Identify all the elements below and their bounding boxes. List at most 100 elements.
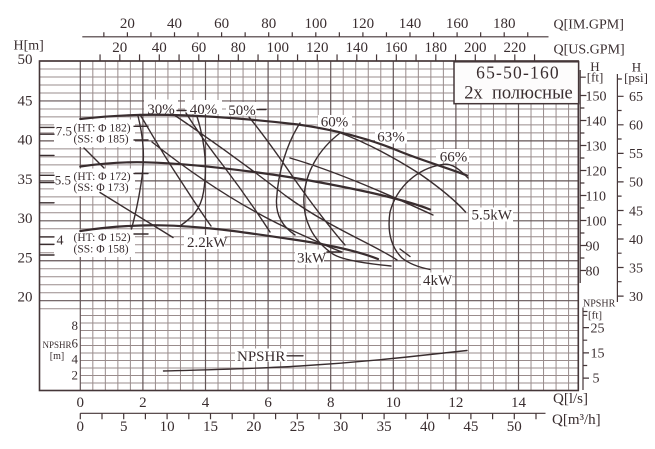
svg-text:80: 80: [586, 264, 600, 279]
svg-text:80: 80: [231, 40, 246, 56]
svg-text:60: 60: [191, 40, 206, 56]
svg-text:65: 65: [629, 90, 643, 105]
svg-text:2.2kW: 2.2kW: [187, 235, 228, 251]
svg-text:6: 6: [72, 336, 79, 351]
svg-text:180: 180: [493, 16, 516, 32]
svg-text:8: 8: [327, 395, 335, 411]
svg-text:4kW: 4kW: [423, 273, 453, 289]
svg-text:Q[l/s]: Q[l/s]: [553, 391, 588, 407]
svg-text:140: 140: [346, 40, 369, 56]
svg-text:2: 2: [139, 395, 147, 411]
svg-text:100: 100: [267, 40, 290, 56]
svg-text:160: 160: [446, 16, 469, 32]
svg-text:2х полюсные: 2х полюсные: [464, 84, 572, 104]
svg-text:140: 140: [586, 114, 607, 129]
svg-text:6: 6: [264, 395, 272, 411]
svg-text:30: 30: [629, 290, 643, 305]
svg-text:50: 50: [18, 52, 33, 68]
svg-text:63%: 63%: [377, 130, 405, 146]
svg-text:3kW: 3kW: [297, 251, 327, 267]
svg-text:60: 60: [214, 16, 229, 32]
svg-text:[m]: [m]: [50, 351, 64, 362]
svg-text:180: 180: [425, 40, 448, 56]
svg-text:120: 120: [306, 40, 329, 56]
svg-text:45: 45: [629, 204, 643, 219]
svg-text:[ft]: [ft]: [588, 309, 602, 321]
svg-text:40: 40: [18, 133, 33, 149]
svg-text:(SS: Φ 185): (SS: Φ 185): [74, 134, 129, 146]
svg-text:20: 20: [18, 290, 33, 306]
svg-text:25: 25: [290, 419, 305, 435]
svg-text:30: 30: [333, 419, 348, 435]
svg-text:40: 40: [629, 233, 643, 248]
svg-text:80: 80: [261, 16, 276, 32]
svg-text:H[m]: H[m]: [14, 39, 44, 54]
svg-text:4: 4: [57, 234, 64, 249]
svg-text:100: 100: [305, 16, 328, 32]
svg-text:45: 45: [463, 419, 478, 435]
svg-text:30: 30: [18, 211, 33, 227]
svg-text:20: 20: [246, 419, 261, 435]
svg-text:35: 35: [377, 419, 392, 435]
svg-text:5.5kW: 5.5kW: [472, 208, 513, 224]
svg-text:40: 40: [167, 16, 182, 32]
svg-text:Q[US.GPM]: Q[US.GPM]: [554, 43, 625, 58]
svg-text:5: 5: [593, 372, 600, 387]
svg-text:66%: 66%: [440, 150, 468, 166]
svg-text:140: 140: [399, 16, 422, 32]
svg-text:12: 12: [448, 395, 463, 411]
svg-text:5.5: 5.5: [55, 172, 71, 187]
svg-text:5: 5: [120, 419, 128, 435]
svg-text:(SS: Φ 158): (SS: Φ 158): [74, 243, 129, 255]
svg-text:[psi]: [psi]: [624, 70, 648, 85]
svg-text:7.5: 7.5: [56, 124, 72, 139]
svg-text:45: 45: [18, 94, 33, 110]
svg-text:110: 110: [586, 189, 606, 204]
svg-text:50: 50: [507, 419, 522, 435]
svg-text:120: 120: [586, 164, 607, 179]
svg-text:35: 35: [18, 172, 33, 188]
svg-text:50: 50: [629, 176, 643, 191]
svg-text:2: 2: [72, 368, 79, 383]
svg-text:200: 200: [464, 40, 487, 56]
svg-text:90: 90: [586, 239, 600, 254]
svg-text:50%: 50%: [228, 103, 256, 119]
svg-text:160: 160: [385, 40, 408, 56]
svg-text:15: 15: [591, 347, 605, 362]
svg-text:10: 10: [386, 395, 401, 411]
svg-text:10: 10: [160, 419, 175, 435]
svg-text:60%: 60%: [321, 115, 349, 131]
svg-text:25: 25: [18, 250, 33, 266]
svg-text:25: 25: [591, 321, 605, 336]
svg-text:65-50-160: 65-50-160: [476, 63, 560, 83]
svg-text:20: 20: [112, 40, 127, 56]
svg-text:130: 130: [586, 139, 607, 154]
svg-text:14: 14: [511, 395, 527, 411]
svg-text:Q[m³/h]: Q[m³/h]: [552, 412, 601, 428]
svg-text:[ft]: [ft]: [587, 70, 604, 85]
svg-text:NPSHR: NPSHR: [43, 340, 72, 350]
svg-text:(HT: Φ 182): (HT: Φ 182): [74, 123, 131, 135]
svg-text:40%: 40%: [190, 102, 218, 118]
svg-text:40: 40: [152, 40, 167, 56]
svg-text:30%: 30%: [147, 102, 175, 118]
svg-text:(HT: Φ 152): (HT: Φ 152): [74, 232, 131, 244]
svg-text:20: 20: [120, 16, 135, 32]
svg-text:15: 15: [203, 419, 218, 435]
svg-text:35: 35: [629, 261, 643, 276]
svg-text:NPSHR: NPSHR: [583, 299, 616, 310]
svg-text:H: H: [632, 60, 641, 75]
svg-text:220: 220: [504, 40, 527, 56]
svg-text:55: 55: [629, 147, 643, 162]
svg-text:100: 100: [586, 214, 607, 229]
svg-text:150: 150: [586, 89, 607, 104]
svg-text:4: 4: [202, 395, 210, 411]
svg-text:Q[IM.GPM]: Q[IM.GPM]: [554, 18, 624, 33]
svg-text:60: 60: [629, 119, 643, 134]
svg-text:8: 8: [72, 318, 79, 333]
svg-text:(HT: Φ 172): (HT: Φ 172): [74, 171, 131, 183]
svg-text:0: 0: [77, 419, 85, 435]
svg-text:40: 40: [420, 419, 435, 435]
svg-text:(SS: Φ 173): (SS: Φ 173): [74, 182, 129, 194]
svg-text:H: H: [590, 59, 599, 74]
